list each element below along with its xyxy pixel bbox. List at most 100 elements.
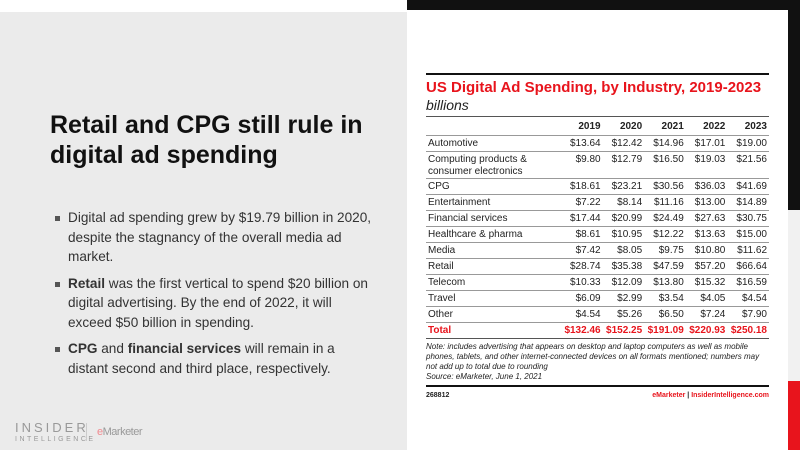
bold-text: financial services: [127, 341, 242, 356]
table-cell: $4.54: [727, 290, 769, 307]
table-cell: $12.79: [602, 151, 645, 179]
table-cell: $8.61: [561, 226, 603, 243]
table-row: Computing products & consumer electronic…: [426, 151, 769, 179]
table-cell: $132.46: [561, 322, 603, 339]
table-cell: $19.00: [727, 135, 769, 152]
table-cell: $13.63: [685, 226, 728, 243]
table-row: Media $7.42 $8.05 $9.75 $10.80 $11.62: [426, 242, 769, 259]
column-header: 2020: [619, 120, 643, 132]
top-bar: [407, 0, 800, 10]
column-header: 2022: [703, 120, 726, 132]
table-cell: $19.03: [685, 151, 728, 179]
edge-strip: [788, 0, 800, 210]
column-header: 2023: [744, 120, 767, 132]
table-row: Healthcare & pharma $8.61 $10.95 $12.22 $13.…: [426, 226, 769, 243]
table-cell: $35.38: [602, 258, 645, 275]
table-cell: $17.44: [561, 210, 603, 227]
data-table: 2019 2020 2021 2022 2023 Automotive $13.64 $12…: [426, 116, 769, 339]
table-cell: $14.89: [727, 194, 769, 211]
table-cell: $30.75: [727, 210, 769, 227]
edge-strip-accent: [788, 381, 800, 450]
logo-line2: INTELLIGENCE: [15, 436, 96, 443]
table-cell: $7.24: [685, 306, 728, 323]
chart-footer: 268812 eMarketer | InsiderIntelligence.c…: [426, 392, 769, 399]
slide-title: Retail and CPG still rule in digital ad …: [50, 111, 363, 169]
table-cell: $7.42: [561, 242, 603, 259]
table-cell: $12.09: [602, 274, 645, 291]
table-cell: $17.01: [685, 135, 728, 152]
table-cell: $6.09: [561, 290, 603, 307]
table-row: Telecom $10.33 $12.09 $13.80 $15.32 $16.59: [426, 274, 769, 291]
left-panel: [0, 12, 407, 450]
table-cell: $13.80: [644, 274, 686, 291]
table-cell: $14.96: [644, 135, 686, 152]
table-cell: $10.80: [685, 242, 728, 259]
table-cell: $47.59: [644, 258, 686, 275]
table-cell: $10.95: [602, 226, 645, 243]
table-cell: $8.14: [602, 194, 645, 211]
bullet-item: CPG and financial services will remain i…: [52, 339, 372, 378]
table-cell: $15.00: [727, 226, 769, 243]
column-header: 2019: [578, 120, 601, 132]
row-label: CPG: [426, 178, 561, 195]
row-label: Automotive: [426, 135, 561, 152]
row-label: Retail: [426, 258, 561, 275]
bullet-item: Retail was the first vertical to spend $…: [52, 274, 372, 333]
table-cell: $18.61: [561, 178, 603, 195]
table-cell: $191.09: [644, 322, 686, 339]
chart-id: 268812: [426, 392, 450, 399]
footer-brand-name: eMarketer: [652, 392, 686, 399]
table-cell: $9.75: [644, 242, 686, 259]
table-cell: $36.03: [685, 178, 728, 195]
table-cell: $250.18: [727, 322, 769, 339]
table-cell: $28.74: [561, 258, 603, 275]
table-cell: $8.05: [602, 242, 645, 259]
table-cell: $12.22: [644, 226, 686, 243]
row-label: Telecom: [426, 274, 561, 291]
table-cell: $9.80: [561, 151, 603, 179]
table-cell: $57.20: [685, 258, 728, 275]
logo-line1: INSIDER: [15, 420, 89, 435]
row-label: Computing products & consumer electronic…: [426, 151, 561, 179]
table-cell: $21.56: [727, 151, 769, 179]
table-row: Other $4.54 $5.26 $6.50 $7.24 $7.90: [426, 306, 769, 323]
logo-divider: [86, 423, 87, 441]
emarketer-logo: eMarketer: [97, 426, 143, 438]
insider-intelligence-logo: INSIDER INTELLIGENCE: [15, 420, 96, 443]
bullet-text: and: [97, 341, 128, 356]
column-header: 2021: [661, 120, 684, 132]
bullet-text: was the first vertical to spend $20 bill…: [68, 275, 368, 330]
chart-subtitle: billions: [426, 97, 469, 113]
bullet-item: Digital ad spending grew by $19.79 billi…: [52, 208, 372, 267]
source-text: Source: eMarketer, June 1, 2021: [426, 372, 543, 381]
footer-sep: |: [687, 392, 690, 399]
table-cell: $10.33: [561, 274, 603, 291]
row-label: Total: [426, 322, 561, 339]
header-row: 2019 2020 2021 2022 2023: [426, 117, 769, 136]
table-cell: $2.99: [602, 290, 645, 307]
chart-table: US Digital Ad Spending, by Industry, 201…: [426, 73, 769, 399]
logo-e: e: [97, 426, 103, 438]
divider: [426, 73, 769, 75]
table-cell: $30.56: [644, 178, 686, 195]
bold-text: CPG: [68, 341, 98, 356]
table-row: Financial services $17.44 $20.99 $24.49 $27.…: [426, 210, 769, 227]
row-label: Healthcare & pharma: [426, 226, 561, 243]
edge-strip: [788, 210, 800, 381]
table-cell: $5.26: [602, 306, 645, 323]
table-cell: $16.59: [727, 274, 769, 291]
table-row: Automotive $13.64 $12.42 $14.96 $17.01 $19.00: [426, 135, 769, 152]
table-cell: $24.49: [644, 210, 686, 227]
bullet-list: Digital ad spending grew by $19.79 billi…: [52, 208, 372, 385]
table-cell: $13.00: [685, 194, 728, 211]
table-cell: $15.32: [685, 274, 728, 291]
bullet-text: Digital ad spending grew by $19.79 billi…: [68, 210, 372, 264]
divider: [426, 385, 769, 387]
table-cell: $41.69: [727, 178, 769, 195]
table-cell: $20.99: [602, 210, 645, 227]
row-label: Media: [426, 242, 561, 259]
table-cell: $220.93: [685, 322, 728, 339]
table-cell: $16.50: [644, 151, 686, 179]
row-label: Entertainment: [426, 194, 561, 211]
bold-text: Retail: [68, 275, 106, 291]
